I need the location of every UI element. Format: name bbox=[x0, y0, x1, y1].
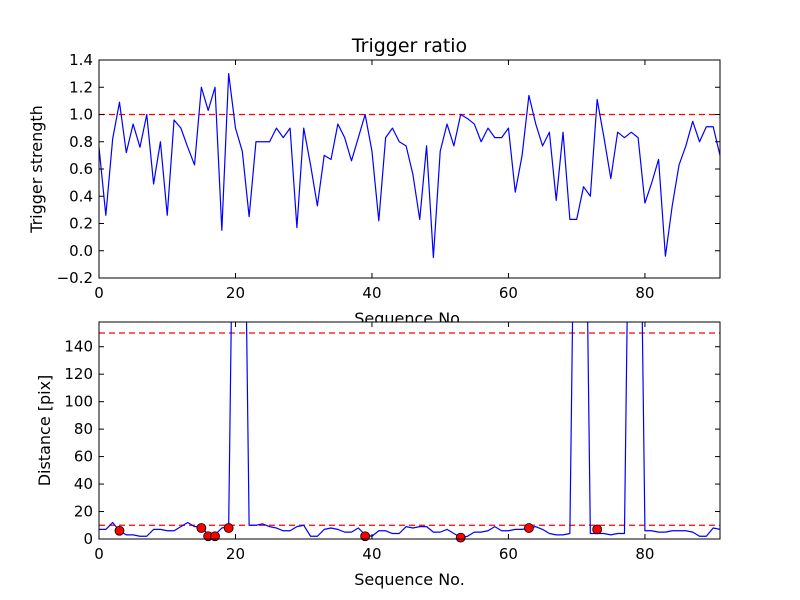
x-tick-label: 60 bbox=[499, 545, 518, 563]
plot-area bbox=[99, 322, 720, 539]
x-tick-label: 80 bbox=[635, 545, 654, 563]
x-tick-label: 40 bbox=[362, 545, 381, 563]
data-point-marker bbox=[114, 525, 125, 536]
y-tick-label: 1.0 bbox=[69, 106, 93, 124]
data-point-marker bbox=[223, 523, 234, 533]
plot-frame bbox=[98, 321, 721, 540]
data-point-marker bbox=[524, 523, 534, 533]
y-tick-label: 120 bbox=[64, 365, 93, 383]
y-tick-label: 140 bbox=[64, 338, 93, 356]
y-tick-label: 100 bbox=[64, 393, 93, 411]
trigger-ratio-plot: 0 20 40 60 80−0.20.00.20.40.60.81.01.21.4Seq… bbox=[27, 51, 721, 328]
y-tick-label: 80 bbox=[74, 420, 93, 438]
y-tick-label: −0.2 bbox=[57, 269, 93, 287]
y-tick-label: 0.4 bbox=[69, 187, 93, 205]
x-tick-label: 60 bbox=[499, 284, 518, 302]
x-tick-label: 40 bbox=[362, 284, 381, 302]
data-point-marker bbox=[592, 524, 603, 535]
y-tick-label: 0 bbox=[83, 530, 93, 548]
y-tick-label: 1.2 bbox=[69, 78, 93, 96]
y-tick-label: 0.8 bbox=[69, 133, 93, 151]
y-tick-label: 40 bbox=[74, 475, 93, 493]
y-axis-label: Distance [pix] bbox=[35, 375, 54, 487]
x-axis-label: Sequence No. bbox=[354, 570, 465, 589]
y-axis-label: Trigger strength bbox=[27, 105, 46, 234]
x-tick-label: 0 bbox=[94, 545, 104, 563]
x-tick-label: 20 bbox=[226, 284, 245, 302]
y-tick-label: 0.0 bbox=[69, 242, 93, 260]
plot-area bbox=[99, 60, 720, 278]
x-tick-label: 80 bbox=[635, 284, 654, 302]
data-point-marker bbox=[196, 523, 207, 533]
x-tick-label: 0 bbox=[94, 284, 104, 302]
x-tick-label: 20 bbox=[226, 545, 245, 563]
y-tick-label: 1.4 bbox=[69, 51, 93, 69]
y-tick-label: 20 bbox=[74, 503, 93, 521]
y-tick-label: 0.6 bbox=[69, 160, 93, 178]
series-line bbox=[99, 73, 720, 259]
y-tick-label: 60 bbox=[74, 448, 93, 466]
distance-plot: 0 20 40 60 80 0 20 40 60 80 100 120 140 Sequence No. D… bbox=[35, 321, 721, 589]
data-point-marker bbox=[455, 532, 466, 543]
y-tick-label: 0.2 bbox=[69, 215, 93, 233]
chart-title: Trigger ratio bbox=[351, 35, 467, 57]
